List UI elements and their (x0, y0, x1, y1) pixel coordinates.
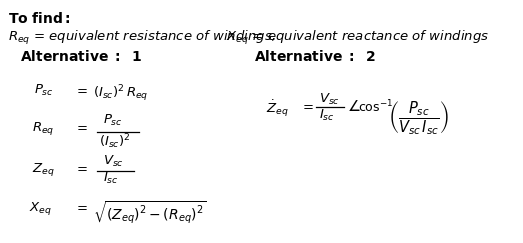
Text: $P_{sc}$: $P_{sc}$ (104, 113, 123, 128)
Text: $\left(\dfrac{P_{sc}}{V_{sc}\,I_{sc}}\right)$: $\left(\dfrac{P_{sc}}{V_{sc}\,I_{sc}}\ri… (388, 99, 449, 137)
Text: $I_{sc}$: $I_{sc}$ (104, 171, 119, 186)
Text: $\mathbf{To\ find:}$: $\mathbf{To\ find:}$ (8, 11, 71, 26)
Text: $=$: $=$ (74, 120, 88, 133)
Text: $(I_{sc})^2\, R_{eq}$: $(I_{sc})^2\, R_{eq}$ (93, 83, 148, 104)
Text: $=$: $=$ (300, 99, 314, 112)
Text: $V_{sc}$: $V_{sc}$ (104, 154, 124, 169)
Text: $X_{eq}$ = equivalent reactance of windings: $X_{eq}$ = equivalent reactance of windi… (226, 29, 489, 47)
Text: $I_{sc}$: $I_{sc}$ (319, 108, 334, 123)
Text: $=$: $=$ (74, 83, 88, 96)
Text: $Z_{eq}$: $Z_{eq}$ (32, 161, 54, 178)
Text: $V_{sc}$: $V_{sc}$ (319, 91, 339, 107)
Text: $R_{eq}$: $R_{eq}$ (32, 120, 54, 137)
Text: $(I_{sc})^2$: $(I_{sc})^2$ (99, 132, 130, 151)
Text: $=$: $=$ (74, 200, 88, 213)
Text: $R_{eq}$ = equivalent resistance of windings,: $R_{eq}$ = equivalent resistance of wind… (8, 29, 276, 47)
Text: $X_{eq}$: $X_{eq}$ (29, 200, 51, 217)
Text: $\mathbf{Alternative\ :\ \ 1}$: $\mathbf{Alternative\ :\ \ 1}$ (20, 49, 143, 64)
Text: $\mathrm{cos}^{-1}$: $\mathrm{cos}^{-1}$ (358, 99, 393, 115)
Text: $\angle$: $\angle$ (347, 99, 360, 114)
Text: $\mathbf{Alternative\ :\ \ 2}$: $\mathbf{Alternative\ :\ \ 2}$ (254, 49, 377, 64)
Text: $P_{sc}$: $P_{sc}$ (34, 83, 54, 98)
Text: $=$: $=$ (74, 161, 88, 174)
Text: $\dot{Z}_{eq}$: $\dot{Z}_{eq}$ (266, 99, 289, 119)
Text: $\sqrt{(Z_{eq})^2-(R_{eq})^2}$: $\sqrt{(Z_{eq})^2-(R_{eq})^2}$ (93, 200, 206, 226)
